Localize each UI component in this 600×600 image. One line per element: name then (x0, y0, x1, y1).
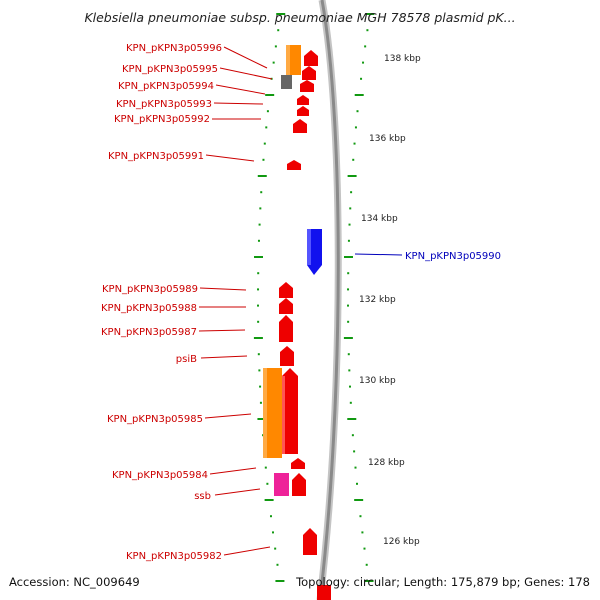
gene-arrow-05994[interactable] (300, 80, 314, 92)
gene-arrow-05984[interactable] (291, 458, 305, 469)
tick-marks (253, 13, 375, 582)
backbone (316, 0, 342, 600)
scale-label: 130 kbp (359, 376, 396, 386)
gene-label[interactable]: KPN_pKPN3p05995 (122, 64, 218, 75)
gene-label[interactable]: KPN_pKPN3p05982 (126, 551, 222, 562)
gene-label[interactable]: KPN_pKPN3p05994 (118, 81, 214, 92)
gene-arrow-05991[interactable] (287, 160, 301, 170)
gene-arrow-05993[interactable] (297, 95, 309, 105)
feature-box-magenta[interactable] (274, 473, 289, 496)
scale-label: 128 kbp (368, 458, 405, 468)
gene-label[interactable]: KPN_pKPN3p05984 (112, 470, 208, 481)
scale-label: 134 kbp (361, 214, 398, 224)
gene-label[interactable]: psiB (176, 354, 197, 365)
scale-labels: 138 kbp 136 kbp 134 kbp 132 kbp 130 kbp … (359, 54, 421, 547)
label-leader-lines (198, 46, 403, 556)
gene-label[interactable]: ssb (194, 491, 211, 502)
gene-arrow-05987[interactable] (279, 315, 293, 342)
gene-label[interactable]: KPN_pKPN3p05985 (107, 414, 203, 425)
gene-arrow-05995[interactable] (302, 66, 316, 80)
gene-arrow-05985[interactable] (282, 368, 298, 454)
gene-labels: KPN_pKPN3p05996 KPN_pKPN3p05995 KPN_pKPN… (101, 43, 501, 562)
gene-arrow-05996[interactable] (304, 50, 318, 66)
gene-label[interactable]: KPN_pKPN3p05991 (108, 151, 204, 162)
scale-label: 132 kbp (359, 295, 396, 305)
gene-label[interactable]: KPN_pKPN3p05996 (126, 43, 222, 54)
gene-label[interactable]: KPN_pKPN3p05989 (102, 284, 198, 295)
gene-arrow-05992[interactable] (293, 119, 307, 133)
gene-arrow-05989[interactable] (279, 282, 293, 298)
gene-features (263, 45, 331, 600)
gene-label[interactable]: KPN_pKPN3p05987 (101, 327, 197, 338)
gene-arrow-psiB[interactable] (280, 346, 294, 366)
accession-text: Accession: NC_009649 (9, 575, 140, 589)
feature-box-grey[interactable] (281, 75, 292, 89)
topology-summary: Topology: circular; Length: 175,879 bp; … (296, 575, 590, 589)
map-title: Klebsiella pneumoniae subsp. pneumoniae … (84, 10, 516, 25)
gene-arrow-bottom[interactable] (317, 585, 331, 600)
gene-arrow-05993b[interactable] (297, 106, 309, 116)
gene-label[interactable]: KPN_pKPN3p05990 (405, 251, 501, 262)
scale-label: 138 kbp (384, 54, 421, 64)
gene-label[interactable]: KPN_pKPN3p05993 (116, 99, 212, 110)
scale-label: 126 kbp (383, 537, 420, 547)
gene-label[interactable]: KPN_pKPN3p05992 (114, 114, 210, 125)
gene-arrow-ssb[interactable] (292, 473, 306, 496)
gene-arrow-05982[interactable] (303, 528, 317, 555)
gene-label[interactable]: KPN_pKPN3p05988 (101, 303, 197, 314)
scale-label: 136 kbp (369, 134, 406, 144)
gene-arrow-05988[interactable] (279, 298, 293, 314)
feature-box-orange-long[interactable] (263, 368, 282, 458)
